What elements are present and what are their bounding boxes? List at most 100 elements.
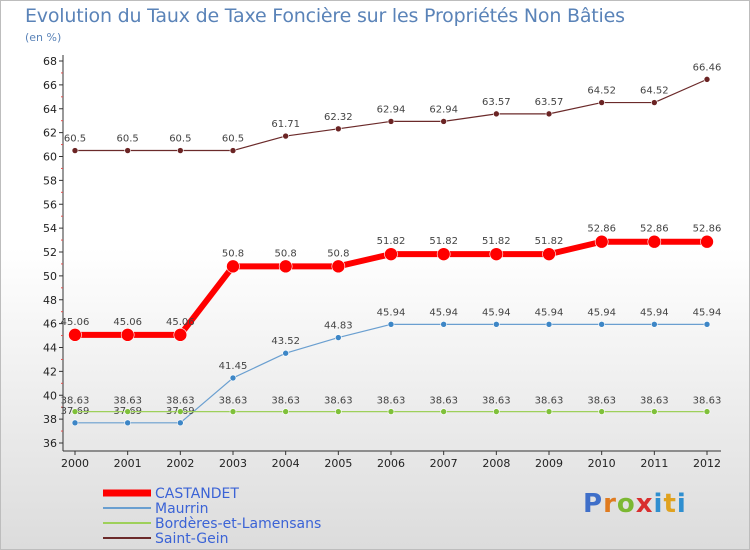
x-tick-label: 2006 — [377, 457, 405, 470]
data-label: 60.5 — [64, 134, 86, 145]
data-label: 38.63 — [482, 396, 511, 407]
data-label: 51.82 — [535, 236, 564, 247]
y-tick-label: 50 — [43, 270, 57, 283]
y-tick-label: 36 — [43, 437, 57, 450]
data-point — [335, 125, 342, 133]
x-tick-label: 2012 — [693, 457, 721, 470]
data-label: 50.8 — [222, 248, 244, 259]
data-label: 38.63 — [271, 396, 300, 407]
legend-label: Bordères-et-Lamensans — [155, 516, 321, 532]
data-point — [177, 408, 184, 415]
data-point — [489, 247, 504, 261]
data-point — [68, 328, 82, 342]
data-point — [598, 321, 605, 328]
data-label: 51.82 — [429, 236, 458, 247]
data-label: 38.63 — [219, 396, 248, 407]
data-point — [282, 132, 289, 140]
y-tick-label: 46 — [43, 318, 57, 331]
chart-title: Evolution du Taux de Taxe Foncière sur l… — [25, 5, 625, 27]
data-label: 45.06 — [166, 317, 195, 328]
data-point — [436, 247, 451, 261]
chart-subtitle: (en %) — [25, 31, 62, 44]
data-point — [229, 374, 237, 382]
data-label: 38.63 — [429, 396, 458, 407]
data-label: 45.94 — [377, 307, 406, 318]
data-label: 43.52 — [271, 336, 300, 347]
data-point — [387, 118, 395, 125]
data-point — [282, 408, 289, 415]
data-label: 45.94 — [587, 307, 616, 318]
y-tick-label: 56 — [43, 198, 57, 211]
data-point — [331, 259, 346, 274]
data-point — [545, 321, 553, 328]
data-label: 38.63 — [61, 396, 90, 407]
data-label: 50.8 — [275, 248, 297, 259]
data-point — [278, 259, 293, 274]
y-tick-label: 58 — [43, 174, 57, 187]
data-point — [387, 321, 395, 328]
data-point — [177, 419, 184, 427]
data-label: 45.06 — [61, 317, 90, 328]
data-point — [124, 419, 131, 427]
data-point — [700, 234, 714, 249]
data-label: 61.71 — [271, 119, 300, 130]
data-label: 51.82 — [377, 236, 406, 247]
data-label: 38.63 — [113, 396, 142, 407]
data-point — [124, 147, 131, 154]
data-point — [542, 247, 556, 261]
data-point — [71, 147, 79, 154]
data-label: 38.63 — [324, 396, 353, 407]
data-label: 52.86 — [640, 224, 669, 235]
data-point — [335, 334, 342, 341]
y-tick-label: 38 — [43, 413, 57, 426]
data-label: 62.94 — [429, 104, 458, 115]
data-point — [493, 110, 500, 118]
y-tick-label: 54 — [43, 222, 57, 235]
data-point — [703, 321, 711, 328]
x-tick-label: 2008 — [482, 457, 510, 470]
data-point — [598, 408, 605, 415]
data-point — [545, 110, 553, 118]
data-point — [120, 328, 135, 342]
data-point — [71, 419, 79, 427]
data-label: 63.57 — [482, 97, 511, 108]
proxiti-logo: Proxiti — [583, 489, 687, 519]
y-tick-label: 64 — [43, 103, 57, 116]
data-label: 45.06 — [113, 317, 142, 328]
y-tick-label: 40 — [43, 389, 57, 402]
data-label: 60.5 — [117, 134, 139, 145]
data-point — [177, 147, 184, 154]
data-point — [703, 76, 711, 83]
data-label: 51.82 — [482, 236, 511, 247]
data-point — [384, 247, 398, 261]
data-point — [229, 408, 237, 415]
x-tick-label: 2001 — [114, 457, 142, 470]
data-point — [598, 99, 605, 106]
data-label: 41.45 — [219, 361, 248, 372]
x-tick-label: 2007 — [430, 457, 458, 470]
y-tick-label: 68 — [43, 55, 57, 68]
data-point — [703, 408, 711, 415]
x-tick-label: 2003 — [219, 457, 247, 470]
data-label: 45.94 — [482, 307, 511, 318]
data-label: 38.63 — [166, 396, 195, 407]
data-label: 38.63 — [640, 396, 669, 407]
data-label: 45.94 — [640, 307, 669, 318]
data-point — [493, 408, 500, 415]
data-label: 52.86 — [587, 224, 616, 235]
data-label: 64.52 — [587, 86, 616, 97]
data-label: 38.63 — [693, 396, 722, 407]
x-tick-label: 2011 — [640, 457, 668, 470]
data-label: 38.63 — [377, 396, 406, 407]
x-tick-label: 2005 — [324, 457, 352, 470]
data-label: 52.86 — [693, 224, 722, 235]
x-tick-label: 2002 — [166, 457, 194, 470]
data-label: 45.94 — [535, 307, 564, 318]
x-tick-label: 2000 — [61, 457, 89, 470]
data-label: 66.46 — [693, 62, 722, 73]
data-point — [647, 234, 662, 249]
data-point — [493, 321, 500, 328]
x-tick-label: 2009 — [535, 457, 563, 470]
